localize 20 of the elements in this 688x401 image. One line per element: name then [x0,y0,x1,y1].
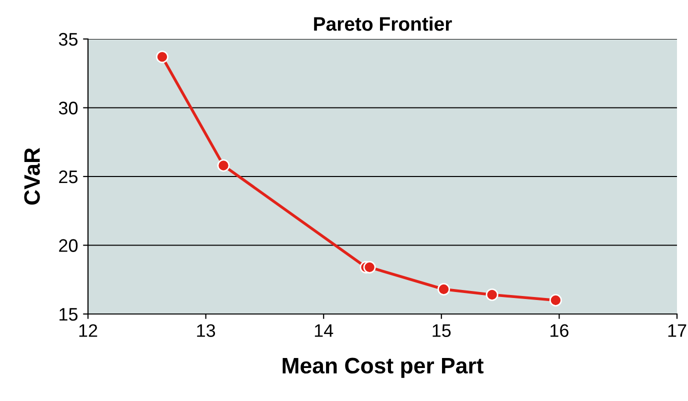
y-tick-label: 30 [58,102,78,114]
x-tick-label: 13 [197,324,216,337]
x-tick-label: 12 [79,324,98,337]
point [438,283,450,296]
y-tick-label: 15 [60,308,78,321]
point [549,294,562,306]
x-tick-label: 15 [432,324,451,337]
point [486,288,498,301]
y-axis-title: CVaR [24,148,40,205]
x-axis-title: Mean Cost per Part [282,358,484,378]
point [156,50,168,64]
x-tick-label: 17 [668,324,686,337]
point [363,261,376,274]
y-tick-label: 35 [58,32,78,46]
y-tick-label: 20 [59,239,78,252]
x-tick-label: 14 [314,324,334,337]
point [217,159,230,172]
chart-title: Pareto Frontier [314,16,452,31]
x-tick-label: 16 [550,324,568,337]
y-tick-label: 25 [59,170,78,184]
